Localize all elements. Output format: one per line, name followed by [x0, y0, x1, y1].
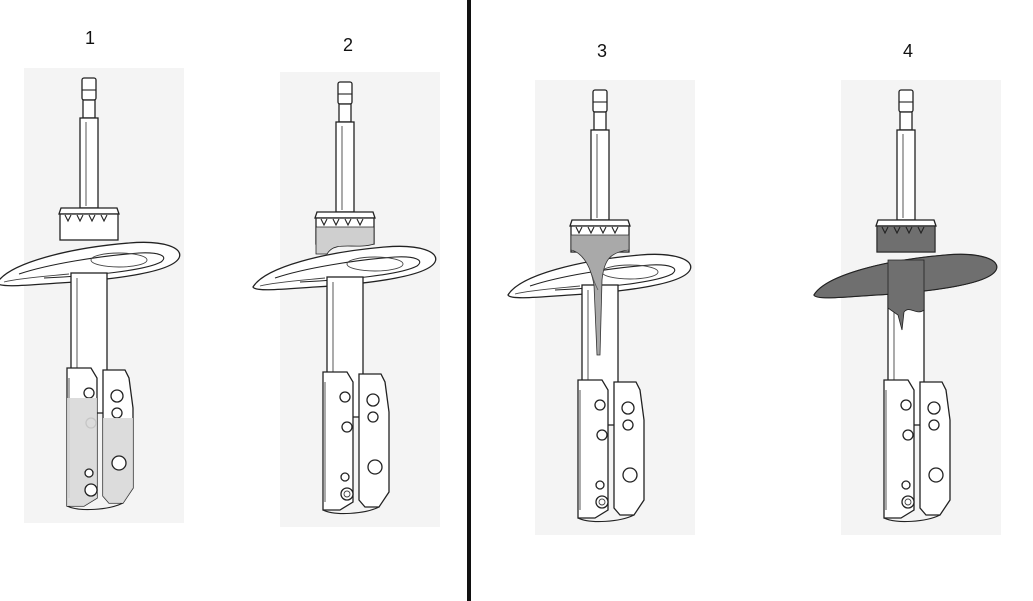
panel-2-number: 2	[343, 35, 354, 55]
strut-1	[0, 67, 185, 524]
panel-divider	[467, 0, 471, 601]
strut-2	[252, 71, 441, 528]
panel-3-number: 3	[597, 41, 608, 61]
panel-1-number: 1	[85, 28, 96, 48]
panel-4-number: 4	[903, 41, 914, 61]
strut-3	[507, 79, 696, 536]
strut-4	[813, 79, 1002, 536]
